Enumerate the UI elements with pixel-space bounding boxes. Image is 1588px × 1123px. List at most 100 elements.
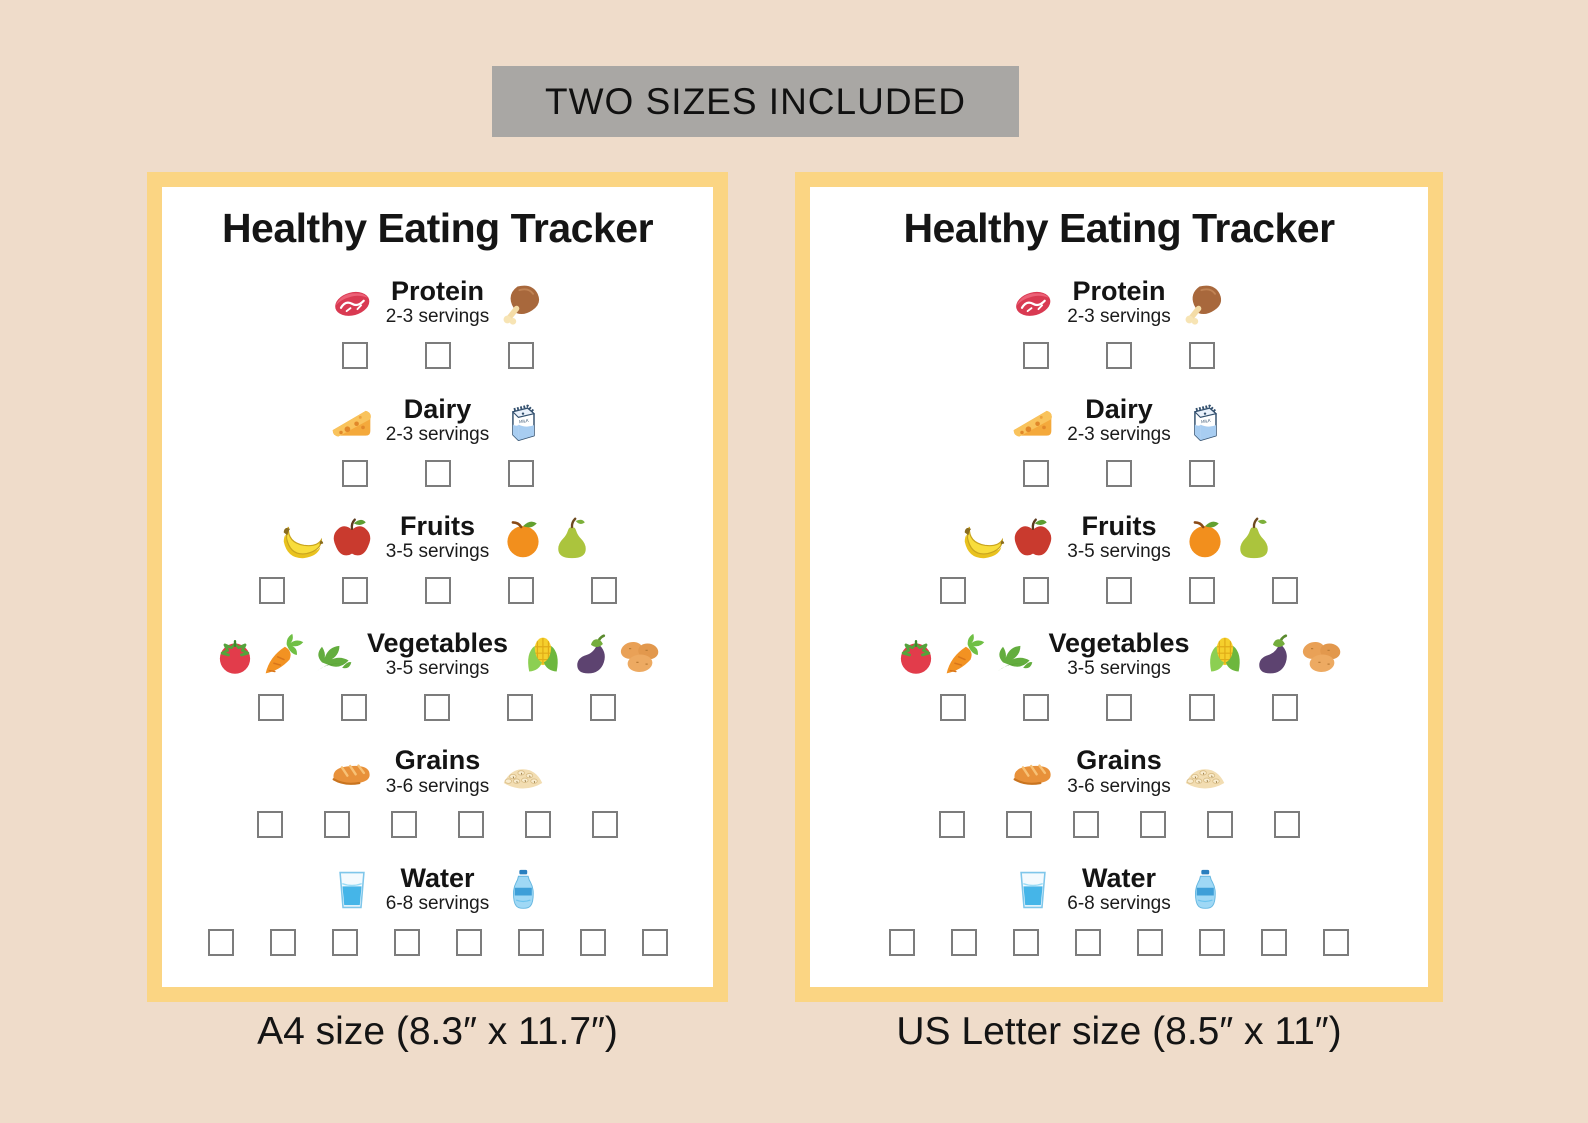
serving-checkbox[interactable] bbox=[517, 928, 544, 956]
serving-checkbox[interactable] bbox=[590, 576, 617, 604]
row-text: Protein 2-3 servings bbox=[1067, 277, 1171, 329]
oats-icon bbox=[501, 750, 545, 794]
serving-checkbox[interactable] bbox=[1189, 459, 1215, 487]
a4-size-caption: A4 size (8.3″ x 11.7″) bbox=[257, 1010, 618, 1053]
tracker-row-water: Water 6-8 servings bbox=[207, 863, 668, 956]
servings-label: 3-6 servings bbox=[385, 775, 490, 797]
water-glass-icon bbox=[1011, 868, 1055, 912]
serving-checkbox[interactable] bbox=[1261, 928, 1287, 956]
servings-label: 6-8 servings bbox=[1067, 892, 1171, 914]
serving-checkbox[interactable] bbox=[1106, 576, 1132, 604]
row-right-icons: MILK bbox=[1183, 399, 1227, 443]
serving-checkbox[interactable] bbox=[391, 811, 417, 839]
serving-checkbox[interactable] bbox=[1323, 928, 1349, 956]
oats-icon bbox=[1183, 750, 1227, 794]
row-left-icons bbox=[962, 516, 1055, 560]
drumstick-icon bbox=[1183, 281, 1227, 325]
serving-checkbox[interactable] bbox=[341, 459, 368, 487]
serving-checkbox[interactable] bbox=[1075, 928, 1101, 956]
row-right-icons bbox=[1183, 868, 1227, 912]
row-left-icons bbox=[281, 516, 374, 560]
serving-checkbox[interactable] bbox=[889, 928, 915, 956]
serving-checkbox[interactable] bbox=[1139, 811, 1166, 839]
serving-checkbox[interactable] bbox=[393, 928, 420, 956]
serving-checkbox[interactable] bbox=[341, 342, 368, 370]
serving-checkbox[interactable] bbox=[641, 928, 668, 956]
row-right-icons bbox=[501, 281, 545, 325]
serving-checkbox[interactable] bbox=[1206, 811, 1233, 839]
serving-checkbox[interactable] bbox=[424, 576, 451, 604]
serving-checkbox[interactable] bbox=[951, 928, 977, 956]
serving-checkbox[interactable] bbox=[1023, 342, 1049, 370]
serving-checkbox[interactable] bbox=[1106, 459, 1132, 487]
bananas-icon bbox=[962, 516, 1006, 560]
serving-checkbox[interactable] bbox=[1272, 576, 1298, 604]
row-left-icons bbox=[330, 281, 374, 325]
serving-checkbox[interactable] bbox=[455, 928, 482, 956]
serving-checkbox[interactable] bbox=[507, 576, 534, 604]
serving-checkbox[interactable] bbox=[1072, 811, 1099, 839]
serving-checkbox[interactable] bbox=[1189, 576, 1215, 604]
serving-checkbox[interactable] bbox=[341, 576, 368, 604]
serving-checkbox[interactable] bbox=[1023, 459, 1049, 487]
serving-checkbox[interactable] bbox=[1189, 342, 1215, 370]
row-head: Grains 3-6 servings bbox=[1011, 746, 1227, 798]
row-text: Fruits 3-5 servings bbox=[386, 511, 490, 564]
serving-checkbox[interactable] bbox=[424, 459, 451, 487]
serving-checkbox[interactable] bbox=[1273, 811, 1300, 839]
serving-checkbox[interactable] bbox=[458, 811, 484, 839]
row-right-icons: MILK bbox=[501, 399, 545, 443]
potatoes-icon bbox=[1300, 633, 1344, 677]
serving-checkbox[interactable] bbox=[257, 811, 283, 839]
serving-checkbox[interactable] bbox=[269, 928, 296, 956]
servings-label: 2-3 servings bbox=[1067, 306, 1171, 328]
cheese-icon bbox=[1011, 399, 1055, 443]
servings-label: 6-8 servings bbox=[385, 892, 490, 914]
serving-checkbox[interactable] bbox=[1022, 694, 1049, 722]
serving-checkbox[interactable] bbox=[1137, 928, 1163, 956]
serving-checkbox[interactable] bbox=[939, 694, 966, 722]
serving-checkbox[interactable] bbox=[258, 694, 285, 722]
serving-checkbox[interactable] bbox=[331, 928, 358, 956]
serving-checkbox[interactable] bbox=[1105, 694, 1132, 722]
serving-checkbox[interactable] bbox=[1005, 811, 1032, 839]
serving-checkbox[interactable] bbox=[1106, 342, 1132, 370]
checkbox-row bbox=[889, 928, 1349, 956]
serving-checkbox[interactable] bbox=[938, 811, 965, 839]
serving-checkbox[interactable] bbox=[1013, 928, 1039, 956]
serving-checkbox[interactable] bbox=[424, 694, 451, 722]
serving-checkbox[interactable] bbox=[940, 576, 966, 604]
steak-icon bbox=[1011, 281, 1055, 325]
milk-carton-icon: MILK bbox=[1183, 399, 1227, 443]
leafy-greens-icon bbox=[311, 633, 355, 677]
serving-checkbox[interactable] bbox=[1023, 576, 1049, 604]
serving-checkbox[interactable] bbox=[424, 342, 451, 370]
us-letter-tracker-card: Healthy Eating Tracker Protein 2-3 servi… bbox=[795, 172, 1443, 1002]
serving-checkbox[interactable] bbox=[592, 811, 618, 839]
us-letter-size-caption: US Letter size (8.5″ x 11″) bbox=[896, 1010, 1342, 1053]
tracker-row-dairy: Dairy 2-3 servings MILK bbox=[1011, 394, 1227, 487]
serving-checkbox[interactable] bbox=[590, 694, 617, 722]
row-left-icons bbox=[213, 633, 355, 677]
serving-checkbox[interactable] bbox=[507, 459, 534, 487]
serving-checkbox[interactable] bbox=[507, 342, 534, 370]
serving-checkbox[interactable] bbox=[579, 928, 606, 956]
row-head: Vegetables 3-5 servings bbox=[213, 628, 662, 681]
serving-checkbox[interactable] bbox=[207, 928, 234, 956]
serving-checkbox[interactable] bbox=[1188, 694, 1215, 722]
row-right-icons bbox=[501, 516, 594, 560]
category-label: Vegetables bbox=[366, 628, 509, 659]
row-left-icons bbox=[330, 399, 374, 443]
category-label: Grains bbox=[394, 745, 481, 776]
serving-checkbox[interactable] bbox=[1271, 694, 1298, 722]
checkbox-row bbox=[258, 576, 617, 604]
tracker-row-vegetables: Vegetables 3-5 servings bbox=[213, 628, 662, 722]
servings-label: 3-5 servings bbox=[1067, 541, 1171, 562]
serving-checkbox[interactable] bbox=[258, 576, 285, 604]
serving-checkbox[interactable] bbox=[1199, 928, 1225, 956]
serving-checkbox[interactable] bbox=[341, 694, 368, 722]
serving-checkbox[interactable] bbox=[525, 811, 551, 839]
serving-checkbox[interactable] bbox=[507, 694, 534, 722]
serving-checkbox[interactable] bbox=[324, 811, 350, 839]
